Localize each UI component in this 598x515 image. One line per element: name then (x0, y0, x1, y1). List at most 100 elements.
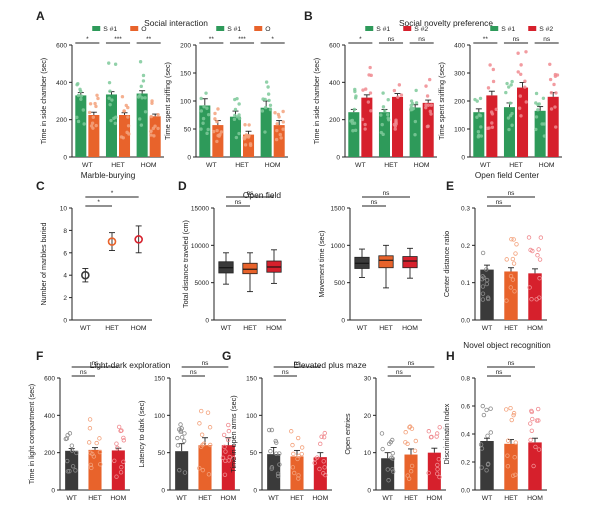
data-point (485, 126, 490, 131)
data-point (87, 417, 93, 422)
data-point (222, 472, 228, 477)
bar (528, 273, 542, 320)
data-point (138, 117, 142, 121)
data-point (82, 122, 86, 126)
box (402, 256, 418, 269)
bar (75, 95, 87, 157)
data-point (478, 442, 484, 447)
data-point (535, 253, 540, 258)
data-point (537, 257, 543, 262)
significance-label: ns (513, 36, 521, 43)
x-tick-label: WT (482, 495, 493, 502)
data-point (519, 72, 523, 76)
data-point (119, 135, 124, 139)
data-point (91, 115, 96, 119)
data-point (95, 93, 99, 97)
bar (534, 110, 546, 157)
data-point (220, 455, 226, 460)
data-point (175, 435, 180, 441)
data-point (222, 444, 227, 450)
panel-letter: E (446, 179, 454, 193)
panel-group-title: Elevated plus maze (293, 360, 366, 370)
data-point (519, 114, 523, 118)
legend-label: S #2 (414, 26, 428, 33)
y-tick-label: 0.0 (461, 488, 470, 495)
data-point (413, 438, 419, 444)
data-point (149, 129, 153, 134)
data-point (321, 434, 327, 440)
y-tick-label: 8 (63, 228, 67, 235)
data-point (200, 442, 205, 448)
data-point (386, 478, 391, 483)
data-point (88, 462, 94, 468)
y-axis-label: Open entries (343, 413, 352, 455)
data-point (354, 94, 358, 98)
data-point (267, 98, 271, 103)
data-point (548, 77, 553, 82)
significance-label: ns (508, 360, 516, 367)
data-point (76, 93, 81, 98)
data-point (67, 431, 73, 436)
x-tick-label: HET (290, 495, 304, 502)
data-point (390, 451, 395, 456)
data-point (291, 451, 296, 457)
data-point (98, 462, 103, 467)
x-tick-label: WT (82, 162, 93, 169)
data-point (380, 446, 385, 452)
data-point (535, 406, 541, 412)
y-tick-label: 10 (60, 206, 68, 213)
data-point (504, 407, 509, 412)
data-point (504, 90, 508, 95)
data-point (88, 450, 93, 455)
significance-label: *** (114, 36, 122, 43)
data-point (510, 277, 516, 282)
data-point (115, 445, 120, 451)
y-tick-label: 1000 (331, 243, 346, 250)
legend-swatch (490, 26, 499, 31)
data-point (289, 429, 294, 434)
bar (504, 271, 518, 320)
x-tick-label: WT (482, 325, 493, 332)
significance-label: ** (483, 36, 489, 43)
legend-swatch (92, 26, 101, 31)
panel-letter: A (36, 9, 45, 23)
data-point (86, 440, 92, 445)
data-point (108, 89, 112, 93)
x-tick-label: HOM (527, 495, 543, 502)
y-tick-label: 200 (44, 450, 55, 457)
data-point (505, 81, 509, 86)
significance-label: ** (209, 36, 215, 43)
data-point (508, 273, 514, 279)
data-point (484, 277, 490, 283)
data-point (435, 467, 440, 472)
data-point (505, 453, 510, 458)
data-point (513, 440, 518, 445)
y-tick-label: 200 (329, 117, 340, 124)
data-point (536, 247, 541, 252)
y-tick-label: 500 (334, 280, 345, 287)
y-axis-label: Movement time (sec) (317, 230, 326, 297)
data-point (75, 115, 79, 120)
data-point (510, 123, 514, 127)
mean-point (134, 235, 143, 244)
data-point (264, 80, 269, 84)
data-point (281, 127, 285, 131)
data-point (234, 135, 239, 140)
data-point (528, 421, 533, 426)
data-point (213, 117, 217, 121)
data-point (215, 128, 219, 133)
data-point (413, 133, 417, 137)
data-point (215, 139, 219, 144)
data-point (352, 121, 357, 125)
x-tick-label: WT (382, 495, 393, 502)
data-point (269, 427, 275, 433)
data-point (178, 428, 183, 433)
data-point (216, 107, 220, 111)
data-point (218, 132, 222, 137)
data-point (516, 70, 520, 74)
data-point (200, 467, 206, 473)
x-tick-label: WT (221, 325, 232, 332)
data-point (361, 88, 365, 92)
x-tick-label: HOM (141, 162, 157, 169)
